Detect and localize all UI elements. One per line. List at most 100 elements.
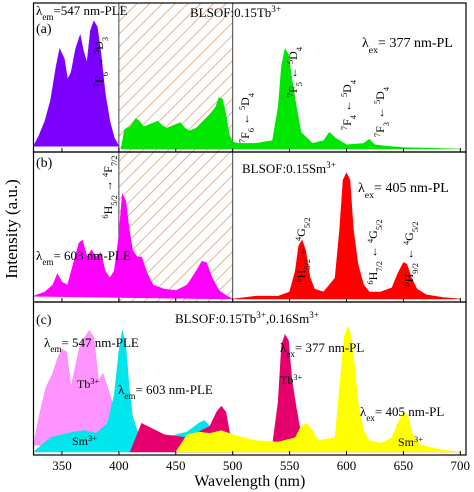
annotation-part: λ	[358, 181, 365, 196]
annotation-part: G	[402, 232, 416, 241]
annotation-part: 3+	[293, 373, 302, 382]
annotation-part: 5/2	[375, 219, 384, 230]
annotation-part: 5/2	[110, 195, 119, 206]
annotation-part: 3+	[88, 434, 97, 443]
annotation-part: 5	[238, 106, 247, 110]
x-tick-label: 450	[166, 458, 186, 473]
spectrum-area	[175, 325, 461, 453]
annotation: BLSOF:0.15Tb3+	[190, 4, 281, 20]
annotation-part: 9/2	[411, 263, 420, 274]
spectrum-area	[33, 192, 233, 300]
annotation: 7F3 ← 5D4	[373, 86, 391, 137]
annotation-part: 3+	[90, 377, 99, 386]
annotation-part: 5	[340, 93, 349, 97]
annotation-part: em	[42, 257, 53, 267]
annotation-part: 7	[92, 83, 101, 87]
annotation-part: G	[294, 228, 308, 237]
annotation-part: F	[92, 76, 106, 83]
annotation-part: 6	[294, 278, 303, 282]
annotation-part: 4	[295, 46, 304, 51]
annotation: 7F4 ← 5D4	[340, 79, 358, 130]
annotation-part: 3+	[414, 435, 423, 444]
annotation-part: D	[373, 91, 387, 100]
annotation: λex= 377 nm-PL	[362, 36, 453, 56]
annotation: 6H7/2 ← 4G5/2	[366, 219, 384, 284]
x-tick-label: 600	[337, 458, 357, 473]
annotation-part: (c)	[36, 313, 52, 328]
annotation-part: ,0.16Sm	[266, 311, 309, 326]
annotation-part: 4	[402, 240, 411, 245]
annotation-part: Sm	[72, 434, 89, 448]
annotation-part: 4	[349, 114, 358, 119]
annotation-part: = 405 nm-PL	[375, 404, 445, 419]
annotation: (b)	[36, 156, 53, 171]
annotation: Tb3+	[77, 377, 100, 392]
annotation-part: 6	[366, 280, 375, 284]
annotation: λem=547 nm-PLE	[36, 3, 128, 22]
annotation-part: 3+	[326, 160, 336, 170]
annotation-part: F	[286, 86, 300, 93]
annotation-part: 6	[101, 214, 110, 218]
spectrum-area	[33, 20, 120, 147]
annotation-part: 5/2	[303, 259, 312, 270]
annotation-part: 7	[340, 126, 349, 130]
annotation-part: D	[286, 51, 300, 60]
annotation-part: 7/2	[375, 261, 384, 272]
annotation-part: 6	[101, 72, 110, 76]
annotation-part: H	[366, 271, 380, 280]
annotation-part: BLSOF:0.15Tb	[175, 311, 256, 326]
annotation-part: 5	[286, 60, 295, 64]
annotation: Tb3+	[280, 373, 303, 388]
annotation-part: 6	[247, 128, 256, 132]
annotation-part: = 377 nm-PL	[295, 340, 365, 355]
annotation: λem= 603 nm-PLE	[36, 248, 131, 267]
annotation-part: H	[294, 269, 308, 278]
annotation-part: D	[238, 97, 252, 106]
annotation-part: ex	[366, 413, 375, 423]
annotation-part: λ	[118, 382, 125, 397]
annotation-part: = 377 nm-PL	[378, 36, 453, 51]
annotation-part: λ	[44, 335, 51, 350]
annotation-part: BLSOF:0.15Tb	[190, 5, 271, 20]
annotation-part: em	[50, 344, 61, 354]
annotation-part: F	[340, 119, 354, 126]
annotation-part: = 603 nm-PLE	[135, 382, 212, 397]
annotation-part: ←	[366, 243, 380, 261]
annotation-part: →	[101, 177, 115, 195]
annotation-part: ex	[286, 349, 295, 359]
annotation: Sm3+	[72, 434, 97, 449]
annotation-part: ex	[365, 190, 374, 201]
annotation-part: 7/2	[110, 155, 119, 166]
annotation-part: 5	[295, 82, 304, 86]
annotation-part: = 547 nm-PLE	[61, 335, 138, 350]
spectrum-area	[232, 172, 461, 300]
annotation-part: Tb	[77, 377, 90, 391]
annotation: BLSOF:0.15Sm3+	[242, 160, 336, 176]
x-tick-label: 550	[280, 458, 300, 473]
annotation-part: 5	[373, 100, 382, 104]
annotation-part: F	[373, 126, 387, 133]
annotation-part: 6	[402, 282, 411, 286]
spectrum-area	[120, 48, 461, 150]
annotation-part: λ	[36, 3, 43, 18]
annotation-part: 3+	[309, 310, 319, 320]
annotation: (c)	[36, 313, 52, 328]
annotation-part: 7	[373, 133, 382, 137]
annotation-part: D	[92, 41, 106, 50]
annotation-part: (a)	[36, 22, 52, 37]
annotation-part: 4	[382, 86, 391, 91]
annotation: 6H5/2 → 4F7/2	[101, 155, 119, 218]
spectrum-area	[33, 329, 122, 453]
annotation-part: 4	[349, 79, 358, 84]
annotation-part: ←	[238, 110, 252, 128]
annotation: λex= 405 nm-PL	[360, 404, 444, 423]
annotation-part: ←	[286, 64, 300, 82]
annotation: 6H5/2 ← 4G5/2	[294, 217, 312, 282]
annotation-part: 4	[366, 238, 375, 243]
annotation-part: 4	[101, 172, 110, 177]
annotation-part: →	[92, 54, 106, 72]
annotation-part: 3	[382, 122, 391, 126]
annotation-part: Tb	[280, 373, 293, 387]
